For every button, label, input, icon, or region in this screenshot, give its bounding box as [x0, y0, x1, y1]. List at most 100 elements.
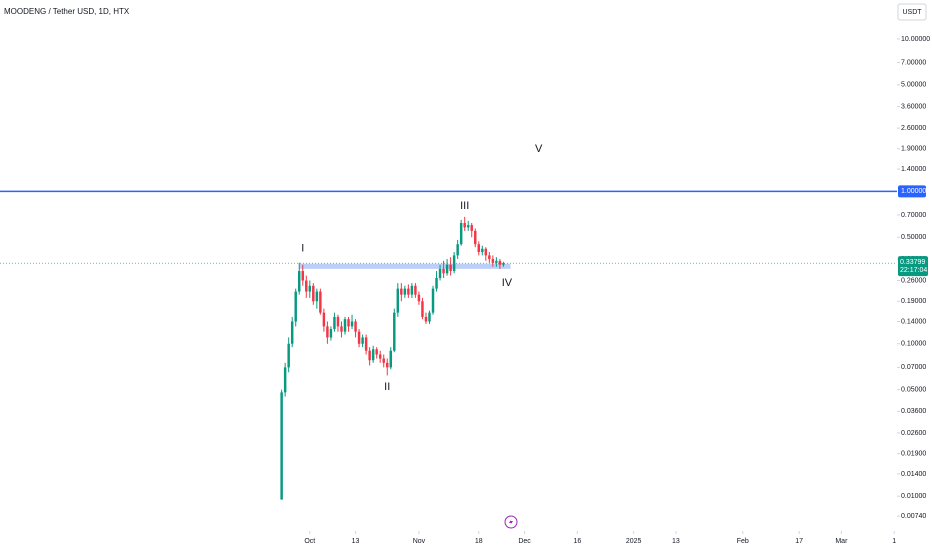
candle-body: [371, 349, 375, 361]
x-tick-label: 2025: [626, 538, 642, 545]
currency: USDT: [902, 9, 922, 16]
candle-body: [301, 271, 304, 281]
candle-body: [431, 288, 435, 313]
candle-body: [495, 260, 498, 263]
candle-body: [290, 321, 294, 344]
candle-body: [347, 319, 350, 327]
x-tick-label: 16: [573, 538, 581, 545]
candle-body: [361, 337, 364, 344]
x-tick-label: 13: [352, 538, 360, 545]
candle-body: [502, 263, 505, 265]
candle-body: [298, 271, 301, 292]
countdown: 22:17:04: [900, 267, 927, 274]
candle-body: [484, 248, 488, 256]
candle-body: [354, 321, 357, 332]
candle-body: [400, 288, 403, 295]
x-tick-label: Feb: [737, 538, 749, 545]
candle-body: [403, 288, 407, 295]
candle-body: [350, 321, 354, 327]
candle-body: [421, 301, 424, 317]
x-tick-label: 1: [892, 538, 896, 545]
candle-body: [481, 248, 484, 252]
candle-body: [393, 312, 396, 351]
candle-body: [488, 255, 491, 259]
y-tick-label: 0.03600: [901, 408, 926, 415]
y-tick-label: 0.01900: [901, 451, 926, 458]
candle-body: [308, 285, 312, 292]
y-tick-label: 0.50000: [901, 234, 926, 241]
candle-body: [283, 367, 287, 393]
hline-label: 1.00000: [901, 188, 926, 195]
y-tick-label: 0.00740: [901, 513, 926, 520]
last-price-badge: [898, 256, 928, 277]
candle-body: [389, 350, 392, 368]
candle-body: [375, 349, 378, 355]
x-tick-label: Dec: [518, 538, 531, 545]
candle-body: [319, 291, 322, 313]
candle-body: [417, 294, 421, 302]
candle-body: [364, 337, 368, 351]
candle-body: [456, 244, 459, 256]
y-tick-label: 0.10000: [901, 341, 926, 348]
candle-body: [498, 260, 502, 265]
y-tick-label: 0.02600: [901, 430, 926, 437]
candle-body: [343, 319, 347, 332]
candle-body: [428, 312, 431, 322]
y-tick-label: 5.00000: [901, 82, 926, 89]
candle-body: [491, 258, 495, 263]
candle-body: [477, 244, 481, 252]
candle-body: [333, 316, 336, 329]
candle-body: [305, 280, 308, 292]
candle-body: [452, 255, 456, 272]
y-tick-label: 0.07000: [901, 364, 926, 371]
candle-body: [424, 316, 428, 322]
wave-label: V: [535, 143, 543, 155]
candle-body: [382, 358, 385, 363]
candle-body: [449, 264, 452, 272]
candle-body: [396, 288, 400, 313]
candle-body: [463, 222, 466, 228]
currency-box[interactable]: [897, 3, 927, 21]
candle-body: [340, 326, 343, 332]
y-tick-label: 0.19000: [901, 298, 926, 305]
x-tick-label: Oct: [304, 538, 315, 545]
candle-body: [414, 285, 417, 295]
candle-body: [280, 392, 283, 500]
candle-body: [407, 288, 410, 295]
candle-body: [357, 331, 361, 344]
y-tick-label: 0.01400: [901, 471, 926, 478]
candle-body: [322, 312, 326, 327]
x-tick-label: 18: [475, 538, 483, 545]
candle-body: [470, 225, 473, 231]
y-tick-label: 7.00000: [901, 59, 926, 66]
y-tick-label: 10.00000: [901, 36, 930, 43]
x-tick-label: 13: [672, 538, 680, 545]
lightning-icon[interactable]: [504, 515, 518, 529]
chart-title: MOODENG / Tether USD, 1D, HTX: [4, 7, 130, 16]
wave-label: IV: [502, 277, 513, 289]
last-price-label: 0.33799: [900, 259, 925, 266]
plot-area: [0, 190, 897, 500]
candle-body: [368, 350, 371, 361]
wave-label: I: [301, 243, 304, 255]
candle-body: [287, 343, 290, 368]
x-tick-label: 17: [795, 538, 803, 545]
y-tick-label: 0.05000: [901, 386, 926, 393]
y-tick-label: 0.70000: [901, 212, 926, 219]
candle-body: [329, 328, 333, 338]
candle-body: [435, 278, 438, 289]
candle-body: [438, 268, 442, 279]
candle-body: [474, 230, 477, 245]
wave-label: III: [460, 200, 469, 212]
candle-body: [378, 354, 382, 359]
candle-body: [466, 225, 470, 228]
y-tick-label: 0.14000: [901, 318, 926, 325]
candle-body: [459, 222, 463, 245]
candle-body: [294, 291, 297, 322]
y-tick-label: 1.40000: [901, 166, 926, 173]
y-tick-label: 2.60000: [901, 125, 926, 132]
candle-body: [386, 362, 389, 368]
candle-body: [312, 285, 315, 302]
candle-body: [410, 285, 414, 295]
